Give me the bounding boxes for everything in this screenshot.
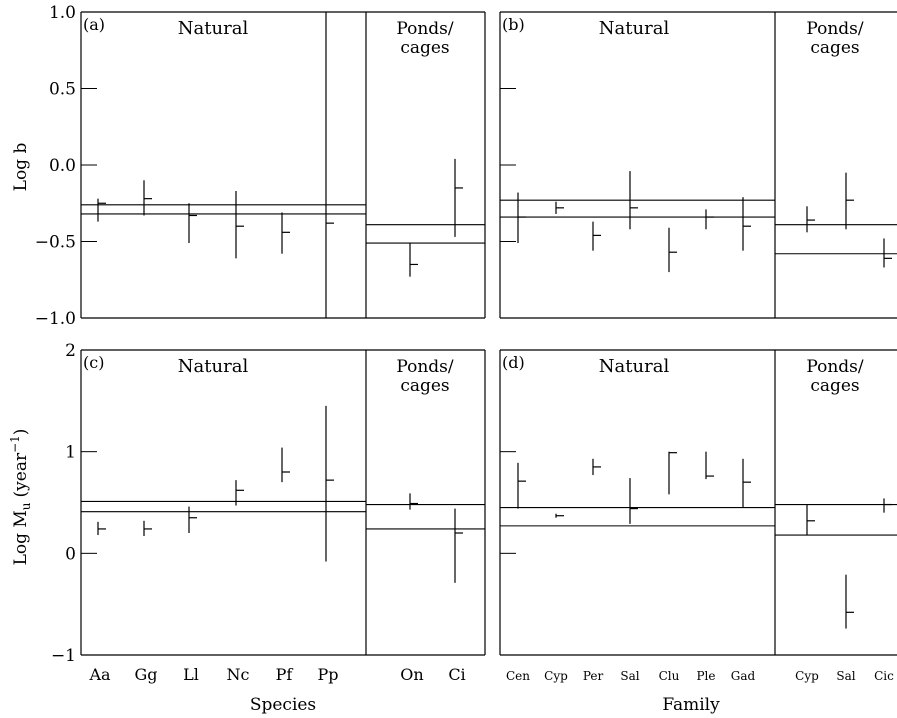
group-label-ponds: Ponds/ (396, 19, 454, 39)
y-tick-label: −1.0 (35, 309, 76, 329)
x-tick-label: Nc (227, 665, 250, 684)
group-label-natural: Natural (599, 18, 670, 39)
y-tick-label: 1 (65, 443, 76, 463)
x-tick-label: Per (583, 669, 604, 683)
x-tick-label: Cyp (544, 669, 568, 683)
y-axis-label-bottom-sub: u (19, 502, 33, 510)
panel-d: (d) Natural Ponds/cages Cen Cyp Per Sal Clu Ple G… (499, 349, 897, 683)
y-tick-label: 0 (65, 544, 76, 564)
x-tick-label: Sal (620, 669, 639, 683)
y-axis-label-top: Log b (11, 143, 31, 192)
panel-c: 2 1 0 −1 (c) Natural Ponds/cages Aa Gg Ll Nc Pf Pp On… (51, 341, 486, 684)
group-label-natural: Natural (178, 356, 249, 377)
group-label-ponds: cages (400, 376, 449, 396)
y-tick-label: 0.5 (49, 80, 76, 100)
x-tick-label: Gg (134, 665, 157, 684)
x-tick-label: Clu (659, 669, 680, 683)
x-tick-label: Cic (874, 669, 894, 683)
x-tick-label: On (400, 665, 423, 684)
x-tick-label: Cyp (795, 669, 819, 683)
group-label-natural: Natural (178, 18, 249, 39)
y-axis-label-bottom-sup: −1 (8, 435, 22, 453)
x-tick-label: Pf (276, 665, 294, 684)
x-axis-label-species: Species (250, 695, 316, 715)
panel-a: 1.0 0.5 0.0 −0.5 −1.0 (a) Natural Ponds/cages (35, 3, 486, 329)
x-tick-label: Sal (836, 669, 855, 683)
y-tick-label: 2 (65, 341, 76, 361)
group-label-ponds: Ponds/ (806, 19, 864, 39)
y-tick-label: −1 (51, 646, 76, 666)
x-tick-label: Ple (696, 669, 715, 683)
x-tick-label: Aa (88, 665, 111, 684)
y-axis-label-bottom: Log Mu (year−1) (8, 429, 33, 566)
group-label-ponds: cages (810, 376, 859, 396)
panel-label: (c) (83, 353, 104, 372)
x-tick-label: Ci (448, 665, 465, 684)
x-tick-label: Cen (506, 669, 530, 683)
group-label-natural: Natural (599, 356, 670, 377)
group-label-ponds: Ponds/ (396, 357, 454, 377)
x-axis-label-family: Family (662, 695, 720, 715)
panel-label: (d) (502, 353, 525, 372)
x-tick-label: Gad (731, 669, 756, 683)
x-tick-label: Pp (317, 665, 338, 684)
y-axis-label-bottom-unit-open: (year (11, 452, 31, 497)
y-axis-label-bottom-unit-close: ) (11, 429, 31, 436)
group-label-ponds: cages (810, 38, 859, 58)
panel-b: (b) Natural Ponds/cages (499, 11, 897, 319)
y-tick-label: −0.5 (35, 233, 76, 253)
y-tick-label: 0.0 (49, 156, 76, 176)
x-tick-label: Ll (183, 665, 199, 684)
panel-label: (a) (83, 15, 105, 34)
panels-group: 1.00.50.0−0.5−1.0(a) Natural Ponds/cages(b… (35, 3, 897, 684)
panel-label: (b) (502, 15, 525, 34)
group-label-ponds: cages (400, 38, 449, 58)
y-tick-label: 1.0 (49, 3, 76, 23)
y-axis-label-bottom-main: Log M (11, 510, 31, 565)
group-label-ponds: Ponds/ (806, 357, 864, 377)
